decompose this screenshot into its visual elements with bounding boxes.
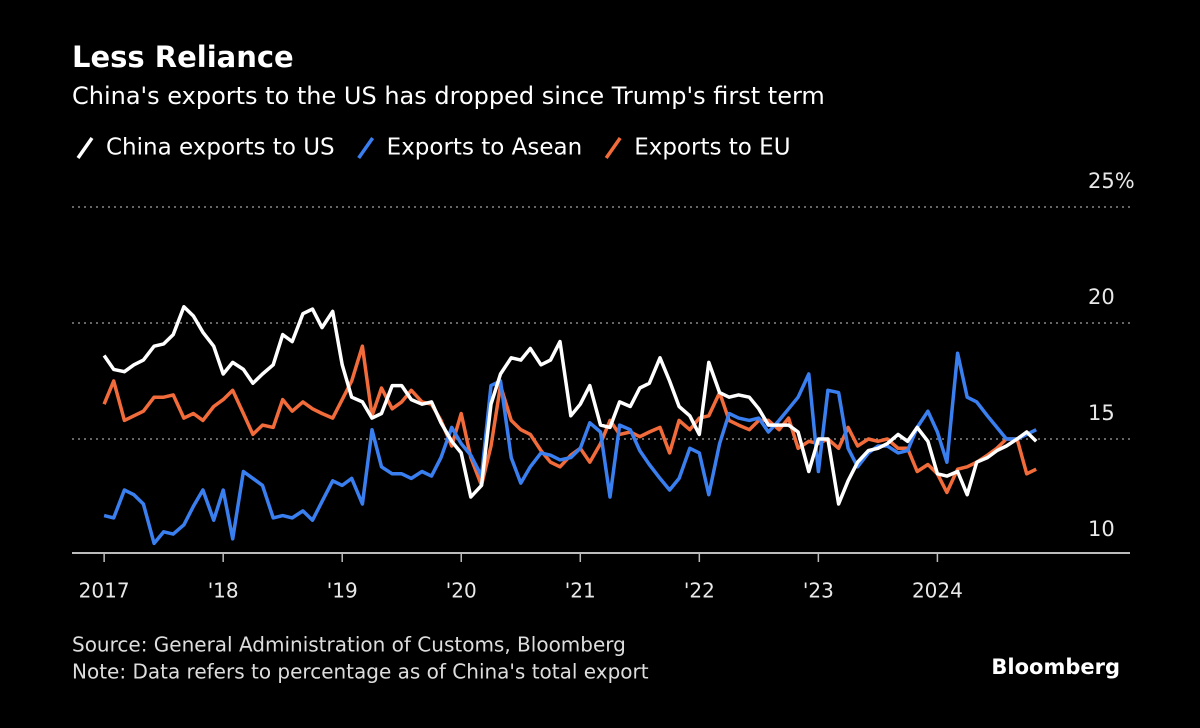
x-tick-label: 2024: [912, 579, 963, 603]
legend-label: China exports to US: [106, 135, 335, 161]
x-tick-label: 2017: [79, 579, 130, 603]
x-tick-label: '19: [327, 579, 358, 603]
legend-icon: [357, 136, 375, 160]
x-tick-label: '20: [446, 579, 477, 603]
note: Note: Data refers to percentage as of Ch…: [72, 660, 649, 684]
y-tick-label: 20: [1088, 285, 1115, 309]
brand: Bloomberg: [991, 655, 1120, 679]
source: Source: General Administration of Custom…: [72, 633, 626, 657]
y-tick-label: 10: [1088, 517, 1115, 541]
x-tick-label: '23: [803, 579, 834, 603]
x-tick-label: '18: [208, 579, 239, 603]
legend-icon: [76, 136, 94, 160]
x-tick-label: '22: [684, 579, 715, 603]
series-line: [102, 305, 1038, 506]
legend-icon: [604, 136, 622, 160]
chart-title: Less Reliance: [72, 40, 294, 74]
y-tick-label: 25%: [1088, 169, 1135, 193]
x-tick-label: '21: [565, 579, 596, 603]
chart-subtitle: China's exports to the US has dropped si…: [72, 82, 825, 110]
legend-label: Exports to Asean: [387, 135, 583, 161]
legend-label: Exports to EU: [634, 135, 790, 161]
y-tick-label: 15: [1088, 401, 1115, 425]
